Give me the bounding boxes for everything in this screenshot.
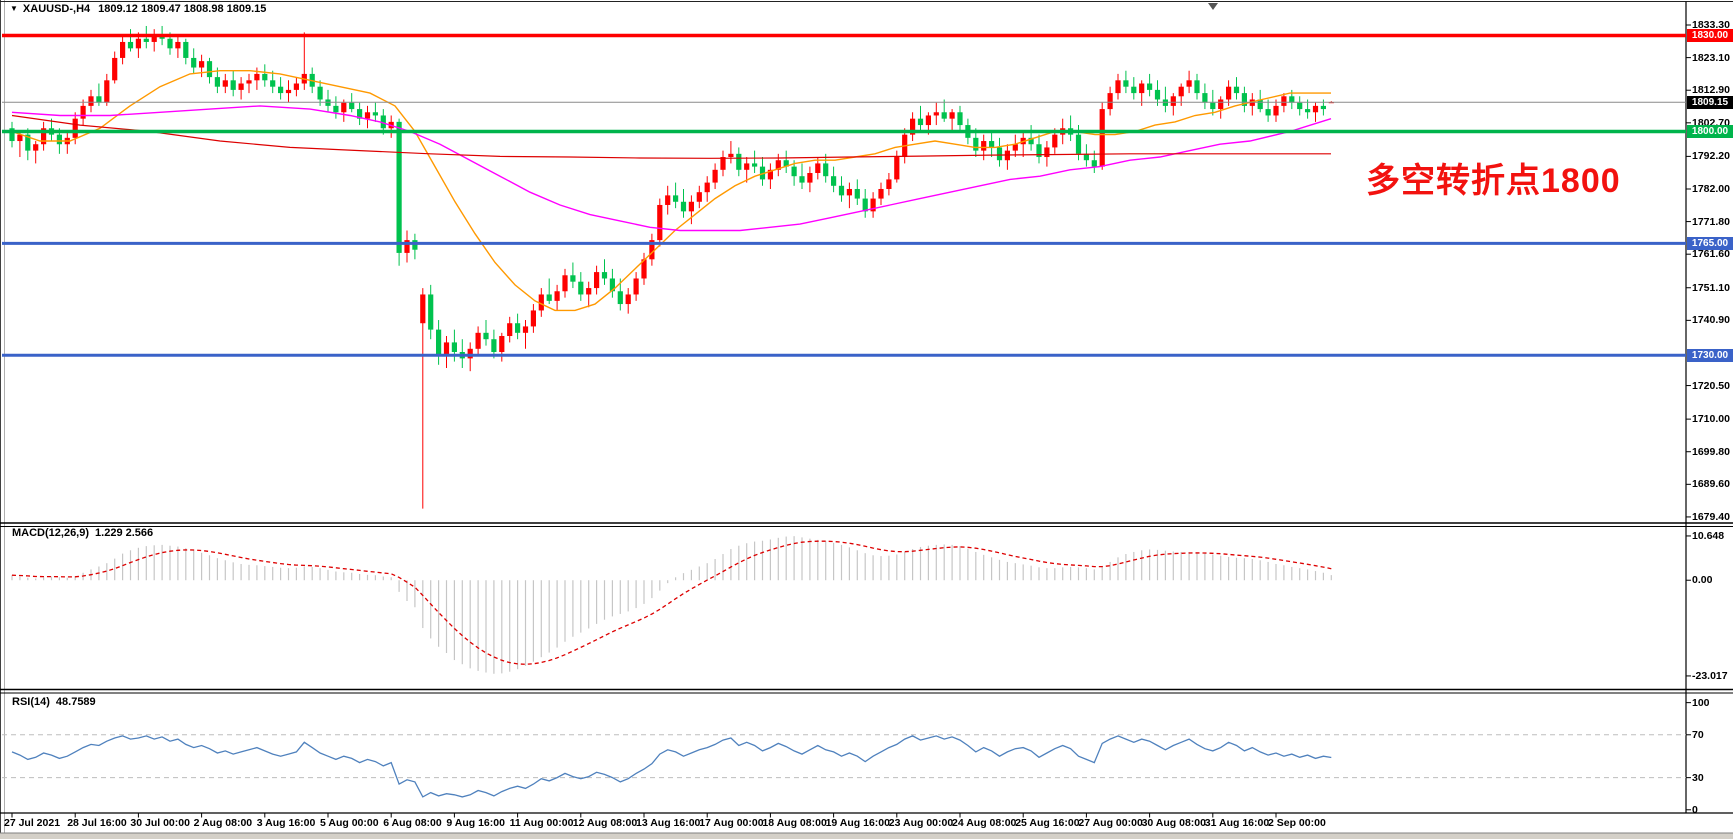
time-axis-label: 9 Aug 16:00 <box>446 817 505 829</box>
time-axis-label: 30 Jul 00:00 <box>130 817 190 829</box>
time-axis-label: 24 Aug 08:00 <box>952 817 1017 829</box>
price-axis-label: 1689.60 <box>1692 478 1730 491</box>
time-axis-label: 5 Aug 00:00 <box>320 817 379 829</box>
time-axis-label: 30 Aug 08:00 <box>1141 817 1206 829</box>
annotation-text[interactable]: 多空转折点1800 <box>1366 162 1621 200</box>
time-axis-label: 2 Sep 00:00 <box>1268 817 1326 829</box>
price-axis-label: 1782.00 <box>1692 182 1730 195</box>
price-level-badge: 1830.00 <box>1687 29 1733 43</box>
macd-signal-line <box>11 540 1332 665</box>
price-axis-label: 1679.40 <box>1692 510 1730 523</box>
time-axis-label: 27 Jul 2021 <box>4 817 61 829</box>
time-axis-label: 31 Aug 16:00 <box>1204 817 1270 829</box>
price-axis-label: 1771.80 <box>1692 215 1730 228</box>
time-axis-label: 12 Aug 08:00 <box>572 817 638 829</box>
macd-name: MACD(12,26,9) <box>12 527 90 539</box>
macd-axis-label: -23.017 <box>1692 669 1728 682</box>
ma-slow-red <box>11 114 1331 159</box>
ohlc-values: 1809.12 1809.47 1808.98 1809.15 <box>98 3 267 15</box>
rsi-axis-label: 100 <box>1692 696 1710 709</box>
time-axis-label: 25 Aug 16:00 <box>1015 817 1080 829</box>
time-axis-label: 27 Aug 00:00 <box>1078 817 1143 829</box>
chart-shift-marker-icon <box>1208 3 1218 10</box>
price-level-badge: 1730.00 <box>1687 348 1733 362</box>
rsi-axis-label: 0 <box>1692 803 1698 816</box>
price-axis-label: 1792.20 <box>1692 150 1730 163</box>
macd-values: 1.229 2.566 <box>95 527 154 539</box>
time-axis-label: 2 Aug 08:00 <box>193 817 253 829</box>
time-axis-label: 3 Aug 16:00 <box>256 817 316 829</box>
rsi-indicator-label: RSI(14) 48.7589 <box>12 696 96 708</box>
time-axis-label: 13 Aug 16:00 <box>636 817 701 829</box>
time-axis-label: 28 Jul 16:00 <box>67 817 127 829</box>
price-axis-label: 1812.90 <box>1692 84 1730 97</box>
candles-layer <box>9 25 1334 509</box>
time-axis-label: 23 Aug 00:00 <box>888 817 954 829</box>
symbol-ohlc-line: ▼ XAUUSD-,H4 1809.12 1809.47 1808.98 1809.… <box>10 3 266 15</box>
time-axis-label: 17 Aug 00:00 <box>699 817 764 829</box>
time-axis-label: 11 Aug 00:00 <box>509 817 574 829</box>
time-axis-label: 6 Aug 08:00 <box>383 817 442 829</box>
rsi-name: RSI(14) <box>12 696 50 708</box>
collapse-triangle-icon[interactable]: ▼ <box>10 4 18 13</box>
rsi-axis-label: 30 <box>1692 771 1704 784</box>
price-axis-label: 1740.90 <box>1692 314 1730 327</box>
price-axis-label: 1751.10 <box>1692 281 1730 294</box>
macd-axis-label: 10.648 <box>1692 529 1725 542</box>
symbol-period-label: XAUUSD-,H4 <box>22 3 91 15</box>
ma-mid-magenta <box>11 105 1332 232</box>
price-level-badge: 1765.00 <box>1687 236 1733 250</box>
macd-histogram <box>11 536 1332 674</box>
time-axis-label: 19 Aug 16:00 <box>825 817 890 829</box>
price-axis-label: 1833.30 <box>1692 19 1730 31</box>
price-axis-label: 1823.10 <box>1692 51 1730 64</box>
rsi-value: 48.7589 <box>55 696 96 708</box>
price-level-badge: 1800.00 <box>1687 124 1733 138</box>
price-axis-label: 1720.50 <box>1692 379 1730 392</box>
price-axis-label: 1699.80 <box>1692 445 1730 458</box>
macd-indicator-label: MACD(12,26,9) 1.229 2.566 <box>12 527 153 539</box>
ma-fast-orange <box>11 69 1331 312</box>
macd-axis-label: 0.00 <box>1692 574 1713 587</box>
price-level-badge: 1809.15 <box>1687 95 1733 109</box>
window-bottom-strip <box>0 833 1733 839</box>
rsi-line <box>11 735 1332 798</box>
time-axis-label: 18 Aug 08:00 <box>762 817 827 829</box>
price-axis-label: 1761.60 <box>1692 248 1730 261</box>
price-axis-label: 1710.00 <box>1692 413 1730 426</box>
rsi-axis-label: 70 <box>1692 728 1704 741</box>
